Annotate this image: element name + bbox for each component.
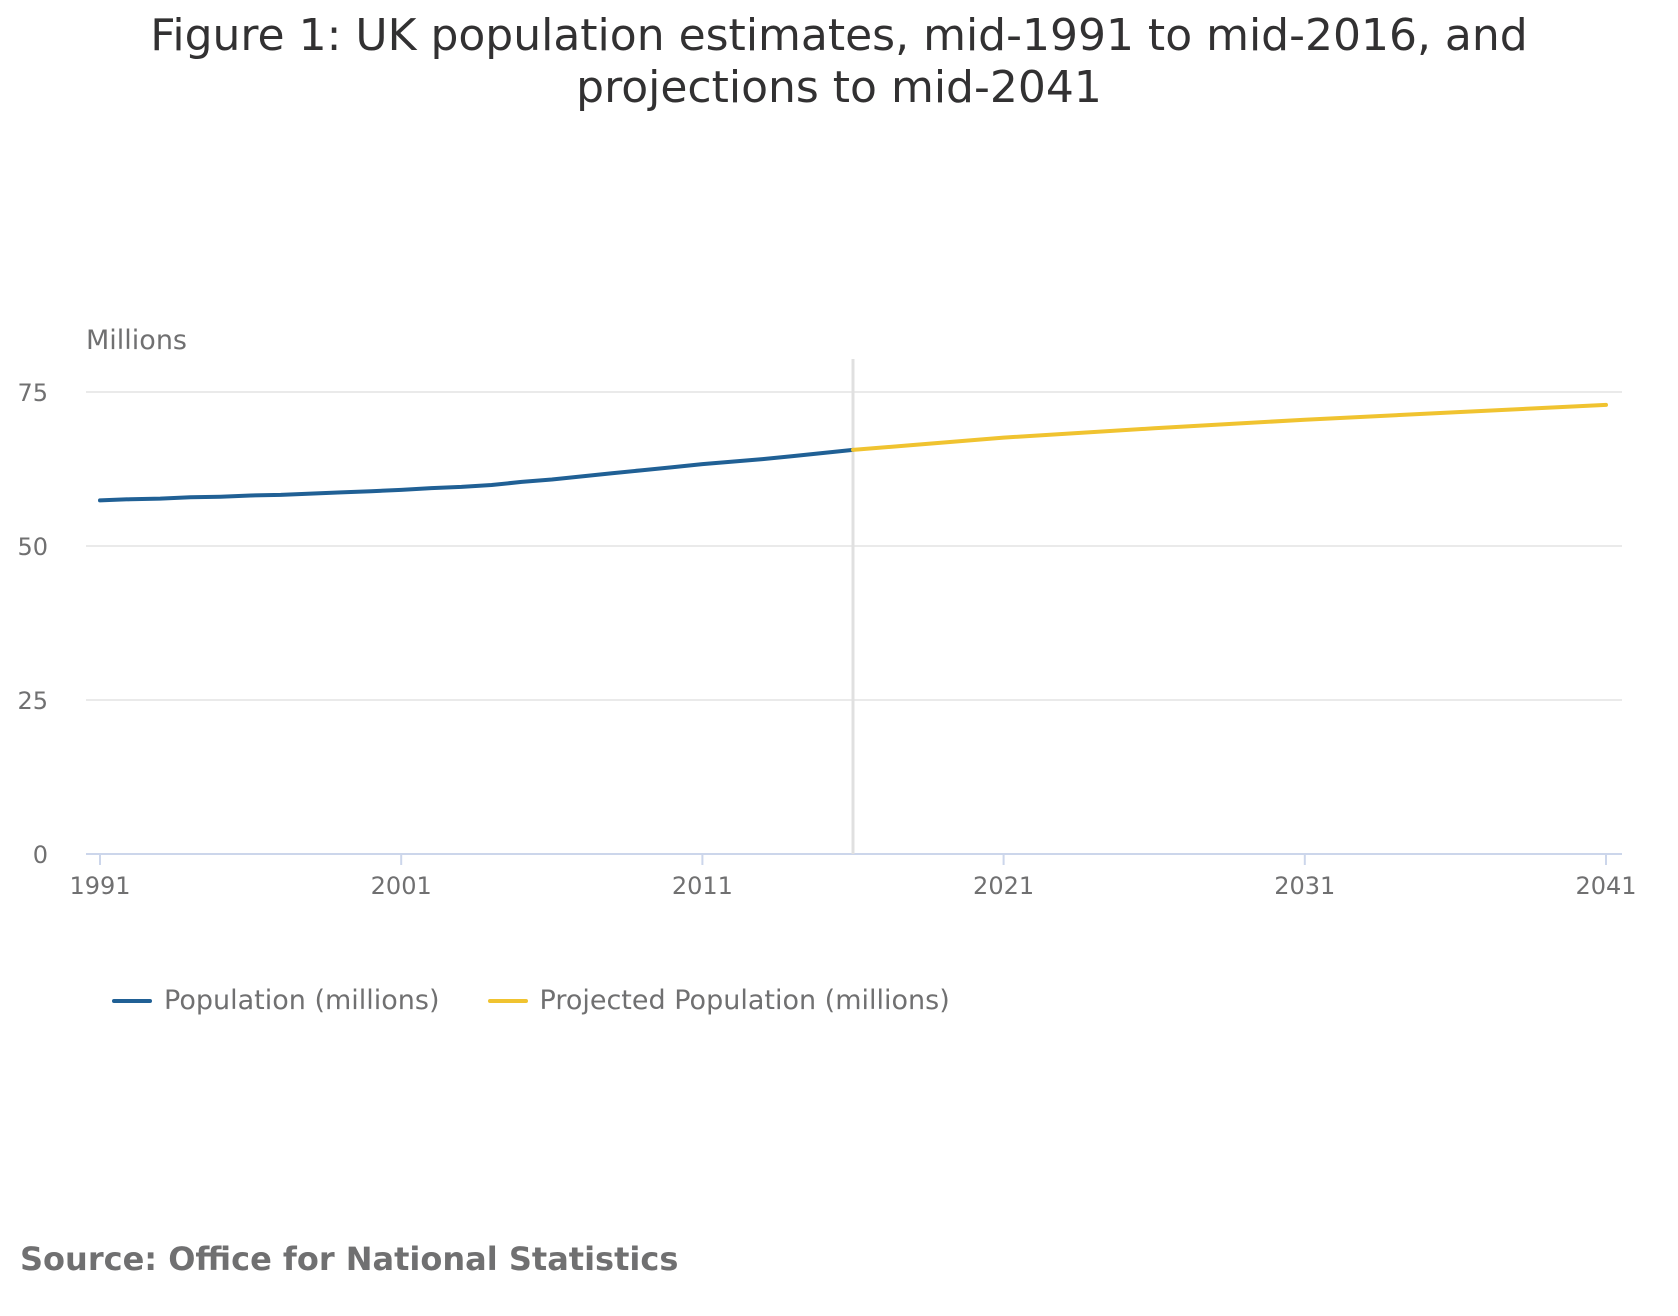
y-tick-label: 75 bbox=[17, 379, 48, 407]
x-axis: 1991 2001 2011 2021 2031 2041 bbox=[69, 853, 1637, 900]
x-tick-label: 2021 bbox=[973, 872, 1034, 900]
legend-label-projected: Projected Population (millions) bbox=[539, 985, 950, 1016]
x-tick-label: 1991 bbox=[69, 872, 130, 900]
source-note: Source: Office for National Statistics bbox=[20, 1240, 678, 1278]
legend-item-projected[interactable]: Projected Population (millions) bbox=[487, 985, 950, 1016]
legend-swatch-projected bbox=[487, 998, 528, 1003]
source-label: Source: bbox=[20, 1240, 158, 1278]
legend-swatch-population bbox=[112, 998, 152, 1003]
y-tick-label: 0 bbox=[33, 841, 48, 869]
x-tick-label: 2041 bbox=[1575, 872, 1636, 900]
legend-label-population: Population (millions) bbox=[164, 985, 440, 1016]
y-axis-label: Millions bbox=[86, 325, 187, 356]
series-line-projected bbox=[851, 402, 1608, 452]
y-tick-label: 50 bbox=[17, 533, 48, 561]
series-line-population bbox=[98, 447, 855, 503]
source-text: Office for National Statistics bbox=[168, 1240, 679, 1278]
legend-item-population[interactable]: Population (millions) bbox=[112, 985, 440, 1016]
chart-title: Figure 1: UK population estimates, mid-1… bbox=[150, 10, 1528, 113]
x-tick-label: 2031 bbox=[1274, 872, 1335, 900]
x-tick-label: 2001 bbox=[371, 872, 432, 900]
series-lines bbox=[98, 402, 1608, 503]
legend: Population (millions) Projected Populati… bbox=[112, 985, 998, 1016]
y-tick-label: 25 bbox=[17, 687, 48, 715]
y-axis-ticks: 0 25 50 75 bbox=[17, 379, 48, 869]
x-tick-label: 2011 bbox=[672, 872, 733, 900]
